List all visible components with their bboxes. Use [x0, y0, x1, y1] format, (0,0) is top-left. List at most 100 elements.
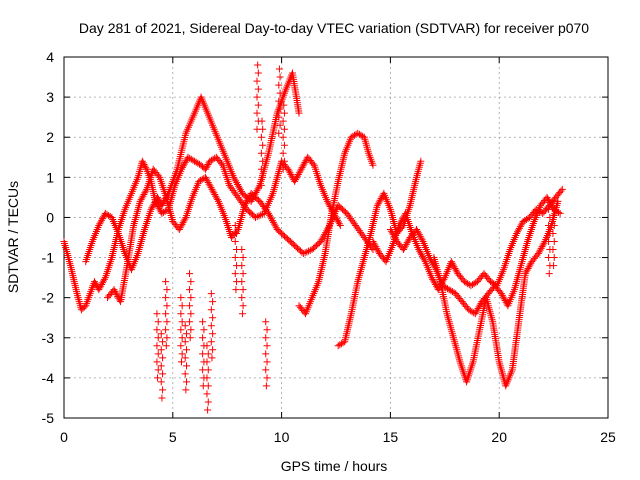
- data-point-marker: [269, 218, 277, 226]
- data-point-marker: [238, 294, 246, 302]
- data-point-marker: [232, 177, 240, 185]
- data-point-marker: [253, 109, 261, 117]
- data-point-marker: [279, 117, 287, 125]
- data-point-marker: [262, 382, 270, 390]
- data-point-marker: [204, 382, 212, 390]
- data-point-marker: [209, 330, 217, 338]
- data-point-marker: [177, 342, 185, 350]
- data-point-marker: [238, 310, 246, 318]
- data-point-marker: [279, 149, 287, 157]
- data-point-marker: [257, 149, 265, 157]
- data-point-marker: [251, 213, 259, 221]
- data-point-marker: [239, 286, 247, 294]
- data-point-marker: [218, 160, 226, 168]
- data-point-marker: [154, 195, 162, 203]
- data-point-marker: [203, 390, 211, 398]
- data-point-marker: [187, 278, 195, 286]
- y-tick-label: 3: [46, 89, 54, 105]
- data-point-marker: [204, 366, 212, 374]
- data-point-marker: [276, 73, 284, 81]
- data-point-marker: [209, 314, 217, 322]
- data-point-marker: [142, 164, 150, 172]
- chart-title: Day 281 of 2021, Sidereal Day-to-day VTE…: [79, 20, 589, 36]
- data-point-marker: [557, 187, 565, 195]
- data-point-marker: [303, 248, 311, 256]
- data-point-marker: [153, 342, 161, 350]
- data-point-marker: [254, 185, 262, 193]
- data-point-marker: [540, 239, 548, 247]
- data-point-marker: [204, 350, 212, 358]
- data-point-marker: [259, 125, 267, 133]
- x-tick-label: 10: [274, 429, 290, 445]
- data-point-marker: [317, 238, 325, 246]
- data-point-marker: [267, 215, 275, 223]
- data-point-marker: [309, 160, 317, 168]
- data-point-marker: [207, 290, 215, 298]
- data-point-marker: [162, 310, 170, 318]
- data-point-marker: [279, 133, 287, 141]
- data-point-marker: [181, 322, 189, 330]
- data-point-marker: [207, 338, 215, 346]
- data-point-marker: [257, 133, 265, 141]
- data-point-marker: [183, 330, 191, 338]
- data-point-marker: [153, 326, 161, 334]
- data-point-marker: [263, 326, 271, 334]
- data-point-marker: [178, 334, 186, 342]
- data-points: [60, 61, 566, 414]
- data-point-marker: [254, 85, 262, 93]
- data-point-marker: [142, 187, 150, 195]
- data-point-marker: [203, 162, 211, 170]
- data-point-marker: [238, 246, 246, 254]
- data-point-marker: [187, 326, 195, 334]
- data-point-marker: [183, 346, 191, 354]
- data-point-marker: [239, 254, 247, 262]
- data-point-marker: [318, 236, 326, 244]
- data-point-marker: [263, 208, 271, 216]
- x-tick-label: 25: [600, 429, 616, 445]
- data-point-marker: [319, 234, 327, 242]
- data-point-marker: [233, 179, 241, 187]
- data-point-marker: [214, 196, 222, 204]
- data-point-marker: [276, 105, 284, 113]
- data-point-marker: [181, 338, 189, 346]
- data-point-marker: [262, 366, 270, 374]
- y-tick-label: -2: [42, 290, 55, 306]
- data-point-marker: [549, 246, 557, 254]
- data-point-marker: [204, 398, 212, 406]
- data-point-marker: [203, 374, 211, 382]
- data-point-marker: [138, 157, 146, 165]
- data-point-marker: [231, 175, 239, 183]
- data-point-marker: [253, 93, 261, 101]
- data-point-marker: [239, 270, 247, 278]
- data-point-marker: [154, 374, 162, 382]
- data-point-marker: [181, 215, 189, 223]
- data-point-marker: [257, 211, 265, 219]
- data-point-marker: [162, 326, 170, 334]
- data-point-marker: [159, 386, 167, 394]
- data-point-marker: [232, 286, 240, 294]
- data-point-marker: [159, 370, 167, 378]
- y-tick-label: -3: [42, 330, 55, 346]
- data-point-marker: [257, 165, 265, 173]
- data-point-marker: [301, 249, 309, 257]
- data-point-marker: [183, 378, 191, 386]
- data-point-marker: [263, 342, 271, 350]
- data-point-marker: [262, 350, 270, 358]
- data-point-marker: [336, 221, 344, 229]
- y-tick-label: 1: [46, 169, 54, 185]
- data-point-marker: [420, 256, 428, 264]
- data-point-marker: [258, 117, 266, 125]
- data-point-marker: [209, 298, 217, 306]
- data-point-marker: [157, 346, 165, 354]
- data-point-marker: [275, 65, 283, 73]
- data-point-marker: [186, 334, 194, 342]
- data-point-marker: [178, 318, 186, 326]
- data-point-marker: [157, 378, 165, 386]
- data-point-marker: [266, 211, 274, 219]
- x-tick-label: 0: [60, 429, 68, 445]
- data-point-marker: [550, 254, 558, 262]
- data-point-marker: [231, 270, 239, 278]
- data-point-marker: [157, 330, 165, 338]
- data-point-marker: [157, 362, 165, 370]
- data-point-marker: [335, 220, 343, 228]
